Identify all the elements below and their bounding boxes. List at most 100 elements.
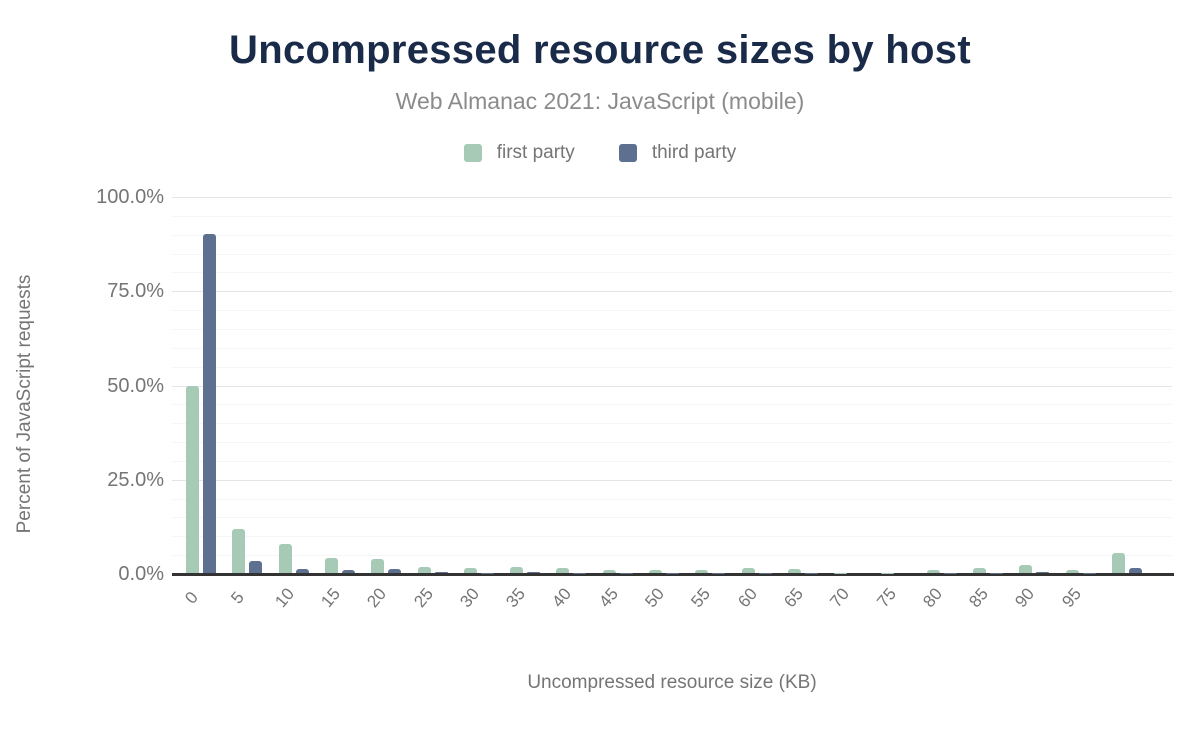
bar-first-party	[741, 568, 755, 573]
bar-first-party	[649, 569, 662, 573]
minor-gridline	[172, 366, 1172, 368]
chart-title: Uncompressed resource sizes by host	[229, 28, 971, 72]
x-axis-tick-label: 80	[919, 584, 946, 612]
x-axis-tick-label: 65	[780, 584, 807, 612]
bar-group	[649, 569, 679, 573]
x-axis-tick-label: 15	[317, 584, 344, 612]
bar-first-party	[556, 568, 570, 573]
bar-first-party	[232, 528, 246, 573]
x-axis-tick-label: 55	[687, 584, 715, 612]
legend-label-third-party: third party	[651, 142, 737, 163]
bar-group	[232, 528, 263, 573]
x-axis-line	[172, 573, 1174, 576]
bar-first-party	[926, 569, 940, 573]
bar-first-party	[1065, 569, 1079, 573]
major-gridline	[172, 479, 1172, 481]
x-axis-tick-label: 75	[872, 584, 900, 612]
x-axis-tick-label: 95	[1057, 584, 1085, 612]
bar-group	[1065, 569, 1096, 573]
x-axis-tick-label: 25	[409, 584, 437, 612]
bar-third-party	[527, 572, 541, 573]
bar-third-party	[341, 569, 355, 573]
minor-gridline	[172, 517, 1172, 519]
bar-third-party	[249, 560, 263, 573]
bar-group	[417, 566, 448, 573]
legend-item-third-party: third party	[618, 142, 737, 164]
x-axis-tick-label: 20	[363, 584, 391, 612]
minor-gridline	[172, 555, 1172, 557]
x-axis-tick-label: 45	[594, 584, 622, 612]
bar-third-party	[1036, 572, 1050, 573]
x-axis-tick-label: 90	[1011, 584, 1039, 612]
legend: first party third party	[0, 142, 1200, 164]
minor-gridline	[172, 253, 1172, 255]
bar-first-party	[1112, 552, 1125, 573]
bar-first-party	[371, 559, 385, 573]
minor-gridline	[172, 347, 1172, 349]
bar-first-party	[324, 557, 338, 573]
bar-third-party	[203, 233, 216, 573]
y-axis-tick-label: 0.0%	[118, 563, 164, 585]
bar-group	[371, 559, 402, 573]
bar-third-party	[1129, 568, 1142, 573]
bar-group	[278, 543, 309, 573]
third-party-swatch-icon	[618, 144, 637, 162]
bar-group	[324, 557, 355, 573]
bar-group	[695, 569, 726, 573]
bar-group	[1112, 552, 1142, 573]
plot-area: 0 5 10 15 20 25 30 35 40 45 50 55 60 65 70 75 80 85 90 95	[172, 197, 1174, 611]
minor-gridline	[172, 423, 1172, 425]
bar-third-party	[434, 572, 448, 573]
y-axis-tick-labels: 100.0% 75.0% 50.0% 25.0% 0.0%	[0, 0, 164, 742]
x-axis-tick-label: 50	[641, 584, 668, 612]
bar-first-party	[1019, 564, 1033, 573]
x-axis-tick-label: 0	[181, 587, 202, 608]
minor-gridline	[172, 234, 1172, 236]
minor-gridline	[172, 328, 1172, 330]
major-gridline	[172, 197, 1172, 198]
chart-subtitle: Web Almanac 2021: JavaScript (mobile)	[395, 88, 805, 114]
minor-gridline	[172, 536, 1172, 538]
y-axis-tick-label: 100.0%	[96, 186, 164, 208]
bar-group	[556, 568, 587, 573]
x-axis-tick-label: 60	[733, 584, 761, 612]
minor-gridline	[172, 310, 1172, 312]
bar-first-party	[602, 569, 616, 573]
x-axis-tick-label: 10	[270, 584, 298, 612]
bar-group	[926, 569, 957, 573]
bar-first-party	[510, 566, 524, 573]
x-axis-tick-label: 35	[502, 584, 530, 612]
bar-group	[741, 568, 772, 573]
x-axis-tick-label: 85	[965, 584, 993, 612]
minor-gridline	[172, 460, 1172, 462]
bar-group	[973, 568, 1004, 573]
y-axis-tick-label: 75.0%	[107, 280, 164, 303]
bar-first-party	[417, 566, 431, 573]
minor-gridline	[172, 272, 1172, 274]
bar-group	[602, 569, 633, 573]
y-axis-tick-label: 25.0%	[107, 468, 164, 491]
minor-gridline	[172, 215, 1172, 217]
x-axis-tick-label: 70	[826, 584, 854, 612]
bar-group	[510, 566, 541, 573]
legend-label-first-party: first party	[496, 142, 575, 163]
bar-group	[1019, 564, 1050, 573]
bar-group	[463, 568, 494, 573]
bar-first-party	[278, 543, 292, 573]
y-axis-tick-label: 50.0%	[107, 374, 164, 397]
bar-first-party	[463, 568, 477, 573]
bar-first-party	[973, 568, 987, 573]
x-axis-tick-label: 30	[456, 584, 483, 612]
x-axis-tick-label: 5	[227, 587, 249, 608]
bar-third-party	[295, 568, 309, 573]
minor-gridline	[172, 498, 1172, 500]
x-axis-tick-label: 40	[548, 584, 576, 612]
minor-gridline	[172, 442, 1172, 444]
minor-gridline	[172, 404, 1172, 406]
bar-group	[787, 568, 818, 573]
legend-item-first-party: first party	[463, 142, 575, 164]
bar-group	[186, 233, 216, 573]
x-axis-title: Uncompressed resource size (KB)	[527, 672, 817, 693]
bar-third-party	[388, 569, 402, 573]
